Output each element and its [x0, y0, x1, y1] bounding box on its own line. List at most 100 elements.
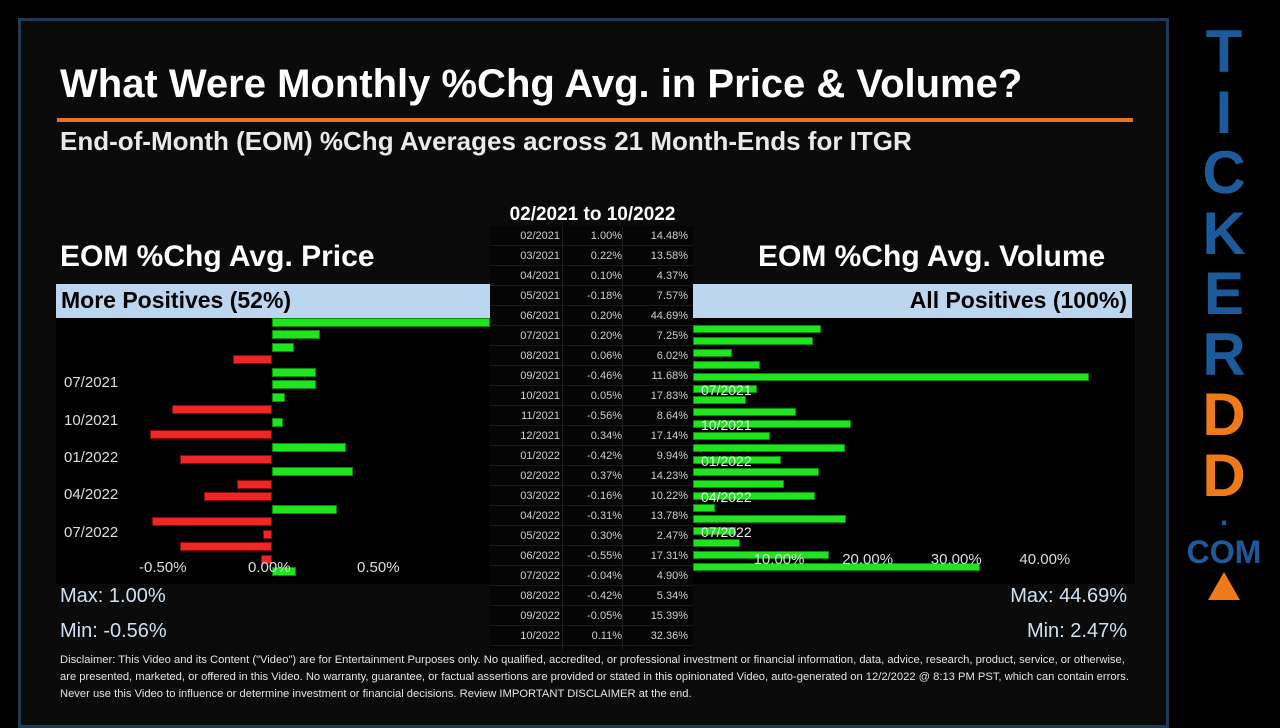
brand-letter: T	[1205, 18, 1243, 85]
volume-cell: 7.57%	[656, 290, 688, 302]
volume-row-label: 10/2021	[701, 417, 752, 434]
title-divider	[57, 118, 1133, 122]
price-cell: -0.46%	[587, 370, 622, 382]
month-cell: 08/2022	[520, 590, 560, 602]
table-row: 04/2021 0.10% 4.37%	[490, 266, 693, 286]
volume-bar	[693, 360, 761, 369]
price-cell: 0.20%	[590, 310, 622, 322]
month-cell: 03/2022	[520, 490, 560, 502]
table-row: 06/2021 0.20% 44.69%	[490, 306, 693, 326]
volume-header: All Positives (100%)	[693, 284, 1132, 318]
table-row: 08/2022 -0.42% 5.34%	[490, 586, 693, 606]
table-row: 10/2021 0.05% 17.83%	[490, 386, 693, 406]
volume-cell: 44.69%	[650, 310, 688, 322]
price-bar	[272, 504, 338, 514]
month-cell: 07/2022	[520, 570, 560, 582]
table-row: 08/2021 0.06% 6.02%	[490, 346, 693, 366]
price-max: Max: 1.00%	[60, 585, 166, 607]
price-bar	[204, 492, 272, 502]
volume-bar	[693, 420, 851, 429]
volume-row-label: 01/2022	[701, 452, 752, 469]
price-bar	[149, 430, 272, 440]
table-row: 09/2021 -0.46% 11.68%	[490, 366, 693, 386]
volume-cell: 32.36%	[650, 630, 688, 642]
volume-cell: 17.31%	[650, 550, 688, 562]
month-cell: 04/2022	[520, 510, 560, 522]
price-bar	[272, 380, 316, 390]
price-cell: -0.18%	[587, 290, 622, 302]
volume-cell: 11.68%	[651, 370, 689, 382]
volume-bar	[693, 551, 830, 560]
table-row: 06/2022 -0.55% 17.31%	[490, 546, 693, 566]
price-cell: 0.20%	[590, 330, 622, 342]
price-cell: 0.22%	[590, 250, 622, 262]
price-header: More Positives (52%)	[56, 284, 490, 318]
month-cell: 07/2021	[520, 330, 560, 342]
price-bar	[152, 517, 272, 527]
price-bar	[180, 542, 272, 552]
volume-bar	[693, 336, 814, 345]
brand-letter: D	[1202, 381, 1246, 448]
column-divider	[622, 226, 623, 650]
month-cell: 03/2021	[520, 250, 560, 262]
month-cell: 10/2021	[520, 390, 560, 402]
price-row-label: 07/2022	[64, 523, 119, 541]
brand-letter: D	[1202, 441, 1246, 509]
price-cell: 0.06%	[590, 350, 622, 362]
price-bar	[272, 367, 316, 377]
volume-cell: 8.64%	[656, 410, 688, 422]
price-row-label: 04/2022	[64, 486, 119, 504]
price-cell: -0.55%	[587, 550, 622, 562]
volume-max: Max: 44.69%	[1010, 585, 1127, 607]
table-row: 07/2022 -0.04% 4.90%	[490, 566, 693, 586]
volume-cell: 17.83%	[650, 390, 688, 402]
price-cell: -0.16%	[587, 490, 622, 502]
price-bar	[272, 318, 490, 327]
price-bar	[272, 567, 296, 576]
price-bar	[261, 554, 272, 564]
price-bar	[272, 392, 286, 402]
volume-bar	[693, 408, 797, 417]
volume-bar	[693, 372, 1089, 381]
brand-letter: .	[1219, 499, 1229, 532]
volume-bar	[693, 455, 782, 464]
slide-title: What Were Monthly %Chg Avg. in Price & V…	[60, 62, 1023, 106]
month-cell: 06/2021	[520, 310, 560, 322]
price-cell: 0.30%	[590, 530, 622, 542]
table-row: 01/2022 -0.42% 9.94%	[490, 446, 693, 466]
table-row: 11/2021 -0.56% 8.64%	[490, 406, 693, 426]
volume-panel-title: EOM %Chg Avg. Volume	[758, 240, 1106, 273]
month-cell: 10/2022	[520, 630, 560, 642]
price-cell: -0.31%	[587, 510, 622, 522]
table-row: 02/2021 1.00% 14.48%	[490, 226, 693, 246]
price-cell: 1.00%	[590, 230, 622, 242]
volume-bar	[693, 527, 737, 536]
brand-letter: C	[1202, 139, 1246, 206]
price-x-tick: 0.00%	[248, 559, 291, 576]
volume-cell: 14.23%	[650, 470, 688, 482]
price-cell: 0.10%	[590, 270, 622, 282]
volume-bar	[693, 563, 980, 571]
volume-cell: 2.47%	[656, 530, 688, 542]
brand-letter: E	[1203, 260, 1245, 327]
table-row: 05/2021 -0.18% 7.57%	[490, 286, 693, 306]
month-cell: 05/2022	[520, 530, 560, 542]
table-row: 12/2021 0.34% 17.14%	[490, 426, 693, 446]
price-cell: 0.05%	[590, 390, 622, 402]
price-cell: -0.05%	[587, 610, 622, 622]
price-min: Min: -0.56%	[60, 620, 167, 642]
table-row: 09/2022 -0.05% 15.39%	[490, 606, 693, 626]
price-cell: 0.37%	[590, 470, 622, 482]
price-bar	[272, 330, 320, 340]
price-bar	[232, 355, 272, 365]
data-table: 02/2021 1.00% 14.48% 03/2021 0.22% 13.58% 04/2…	[490, 226, 693, 650]
price-cell: 0.11%	[591, 630, 622, 642]
volume-min: Min: 2.47%	[1026, 620, 1127, 642]
price-cell: -0.04%	[587, 570, 622, 582]
volume-bar	[693, 325, 822, 333]
column-divider	[562, 226, 563, 650]
volume-cell: 14.48%	[650, 230, 688, 242]
price-x-tick: 0.50%	[357, 559, 400, 576]
price-bar	[263, 529, 272, 539]
volume-x-tick: 40.00%	[1019, 551, 1071, 568]
